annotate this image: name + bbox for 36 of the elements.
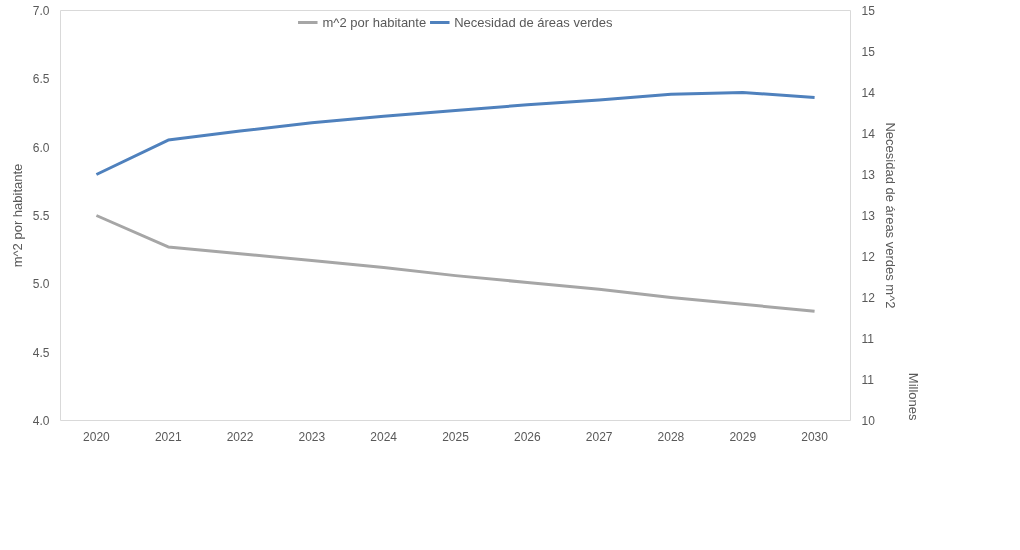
x-tick-label: 2023 [298,429,326,444]
x-tick-label: 2027 [585,429,613,444]
x-tick-label: 2028 [657,429,685,444]
y-tick-label: 6.5 [32,72,50,87]
y2-tick-label: 11 [861,332,875,346]
y2-tick-label: 14 [861,127,876,141]
y-tick-label: 7.0 [32,4,50,18]
legend-label: m^2 por habitante [322,14,427,30]
x-tick-label: 2021 [154,429,182,444]
x-tick-label: 2026 [513,429,541,444]
y2-tick-label: 12 [861,291,876,305]
y-tick-label: 5.5 [32,209,50,223]
y-tick-label: 4.0 [32,414,50,428]
y2-tick-label: 12 [861,250,876,264]
y2-axis-title: Necesidad de áreas verdes m^2 [882,122,898,309]
line-series [94,91,817,176]
x-tick-label: 2022 [226,429,254,444]
y-axis-title: m^2 por habitante [9,163,25,268]
x-tick-label: 2029 [729,429,757,444]
x-tick-label: 2020 [83,429,111,444]
x-tick-label: 2025 [442,429,470,444]
y2-tick-label: 10 [861,414,876,428]
x-tick-label: 2024 [370,429,398,444]
line-series [94,214,817,313]
x-tick-label: 2030 [801,429,829,444]
text: Millones [905,372,921,421]
y2-tick-label: 15 [861,45,876,59]
legend-label: Necesidad de áreas verdes [454,14,613,30]
y-tick-label: 6.0 [32,140,50,155]
y2-tick-label: 14 [861,86,876,100]
y2-tick-label: 11 [861,373,875,387]
y2-tick-label: 15 [861,4,876,18]
y-tick-label: 4.5 [32,345,50,360]
y2-tick-label: 13 [861,168,876,182]
y-tick-label: 5.0 [32,277,50,292]
y2-tick-label: 13 [861,209,876,223]
